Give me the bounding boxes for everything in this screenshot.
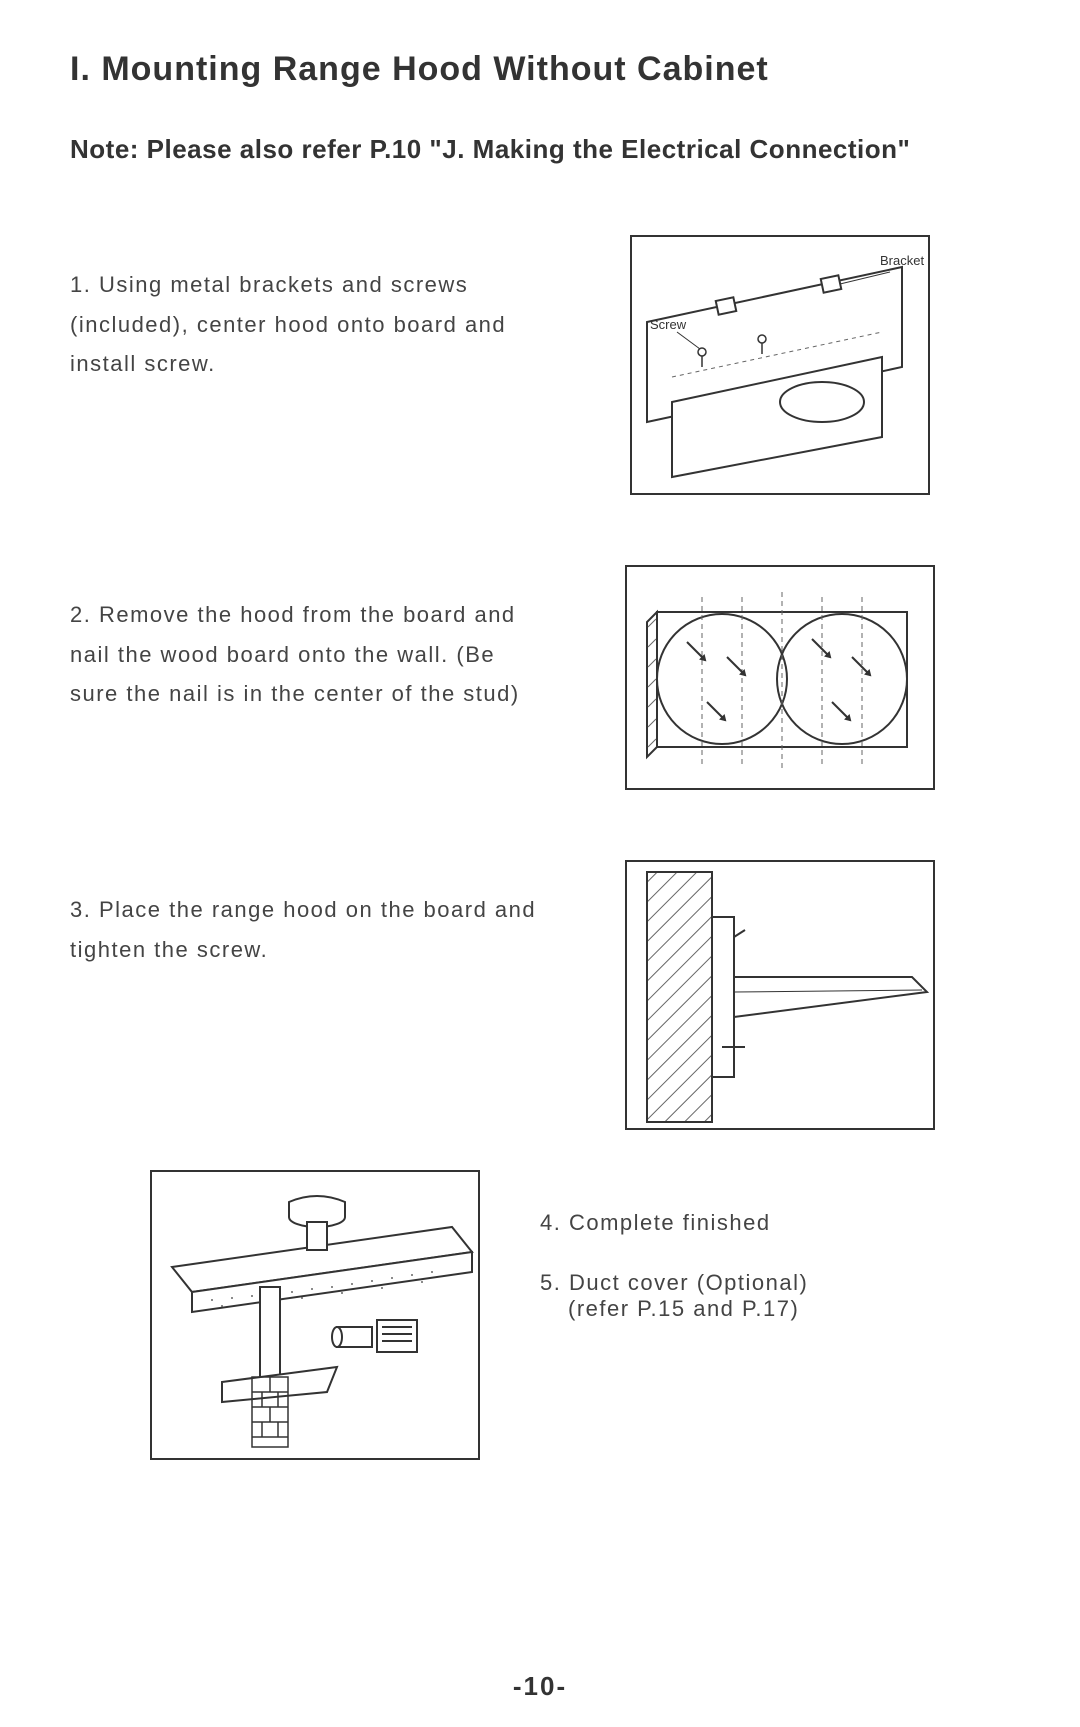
step-2-svg (627, 567, 937, 792)
step-5-text: 5. Duct cover (Optional) (refer P.15 and… (540, 1270, 808, 1322)
step-4-body: Complete finished (569, 1210, 771, 1235)
bottom-row: 4. Complete finished 5. Duct cover (Opti… (70, 1170, 1030, 1460)
step-1-body: Using metal brackets and screws (include… (70, 272, 506, 376)
step-4-text: 4. Complete finished (540, 1210, 808, 1236)
step-3-diagram-box (625, 860, 935, 1130)
step-2-text: 2. Remove the hood from the board and na… (70, 565, 570, 714)
step-4-svg (152, 1172, 482, 1462)
step-4-number: 4. (540, 1210, 561, 1235)
step-1-text: 1. Using metal brackets and screws (incl… (70, 235, 570, 384)
step-3-svg (627, 862, 937, 1132)
step-1-row: 1. Using metal brackets and screws (incl… (70, 235, 1030, 495)
step-4-diagram-box (150, 1170, 480, 1460)
step-3-diagram (625, 860, 935, 1130)
step-5-body: Duct cover (Optional) (569, 1270, 808, 1295)
step-1-number: 1. (70, 272, 91, 297)
step-1-svg: Screw Bracket (632, 237, 932, 497)
step-4-diagram (150, 1170, 480, 1460)
step-2-diagram (625, 565, 935, 790)
step-3-row: 3. Place the range hood on the board and… (70, 860, 1030, 1130)
step-3-body: Place the range hood on the board and ti… (70, 897, 536, 962)
step-2-body: Remove the hood from the board and nail … (70, 602, 520, 706)
step-3-number: 3. (70, 897, 91, 922)
step-2-number: 2. (70, 602, 91, 627)
step-1-diagram: Screw Bracket (630, 235, 930, 495)
note-text: Note: Please also refer P.10 "J. Making … (70, 134, 1030, 165)
page-number: -10- (0, 1671, 1080, 1702)
bracket-label: Bracket (880, 253, 924, 268)
steps-4-5-text: 4. Complete finished 5. Duct cover (Opti… (480, 1170, 808, 1356)
step-1-diagram-box: Screw Bracket (630, 235, 930, 495)
step-2-diagram-box (625, 565, 935, 790)
step-5-number: 5. (540, 1270, 561, 1295)
step-2-row: 2. Remove the hood from the board and na… (70, 565, 1030, 790)
screw-label: Screw (650, 317, 687, 332)
page: I. Mounting Range Hood Without Cabinet N… (0, 0, 1080, 1727)
step-3-text: 3. Place the range hood on the board and… (70, 860, 570, 969)
section-title: I. Mounting Range Hood Without Cabinet (70, 50, 1030, 89)
step-5-sub: (refer P.15 and P.17) (540, 1296, 808, 1322)
